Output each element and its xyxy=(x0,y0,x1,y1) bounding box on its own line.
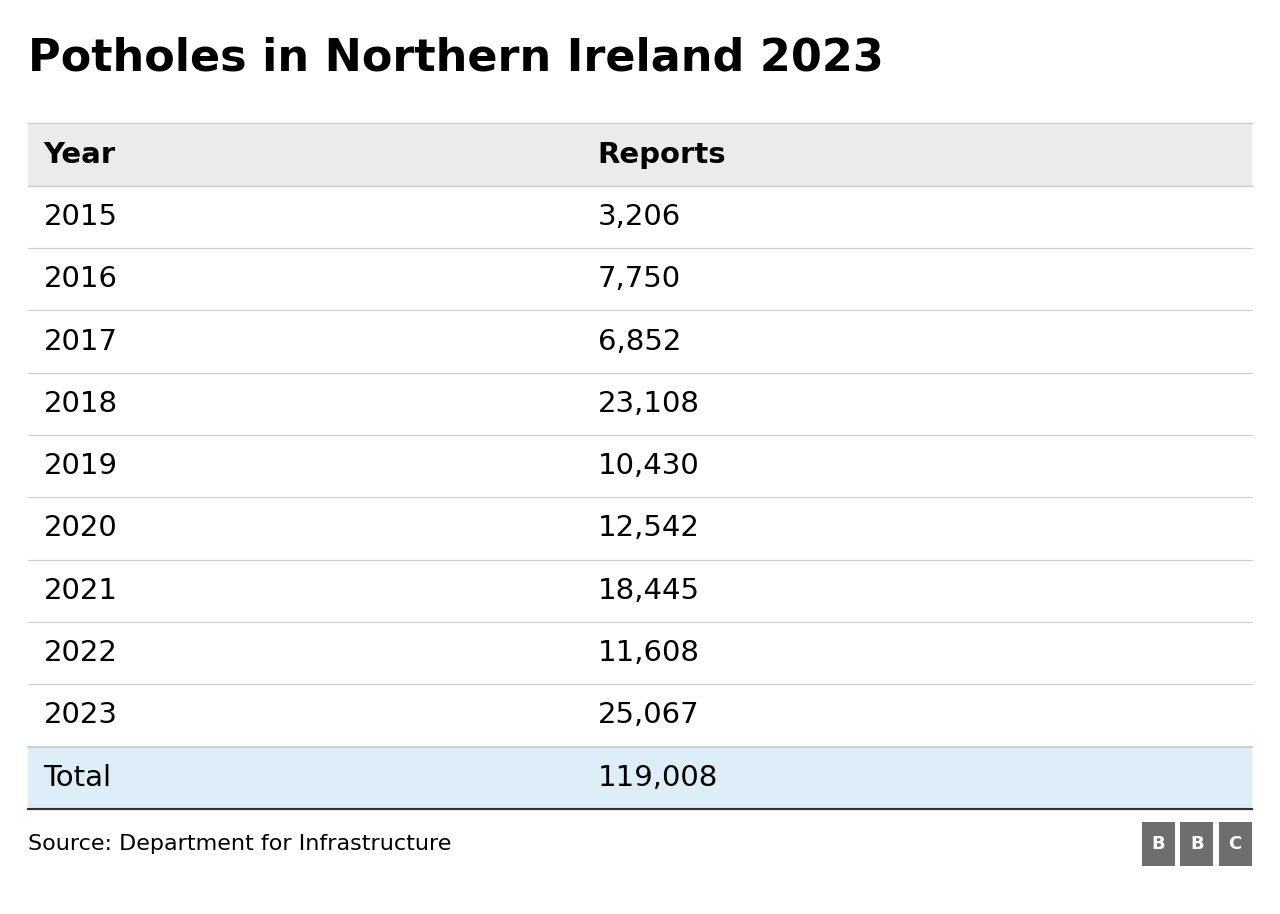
Text: 6,852: 6,852 xyxy=(598,327,681,356)
Text: Source: Department for Infrastructure: Source: Department for Infrastructure xyxy=(28,834,452,854)
Text: 3,206: 3,206 xyxy=(598,203,681,231)
Bar xyxy=(28,435,1252,497)
Text: B: B xyxy=(1152,834,1165,853)
Text: Total: Total xyxy=(44,764,111,792)
Text: 2017: 2017 xyxy=(44,327,118,356)
Bar xyxy=(28,685,1252,747)
Text: 2021: 2021 xyxy=(44,577,118,605)
Text: C: C xyxy=(1229,834,1242,853)
Bar xyxy=(28,123,1252,186)
Bar xyxy=(1219,822,1252,866)
Text: 2016: 2016 xyxy=(44,265,118,293)
Text: 2018: 2018 xyxy=(44,390,118,418)
Text: 7,750: 7,750 xyxy=(598,265,681,293)
Text: 11,608: 11,608 xyxy=(598,639,700,667)
Text: 2015: 2015 xyxy=(44,203,118,231)
Text: 2023: 2023 xyxy=(44,701,118,729)
Text: Reports: Reports xyxy=(598,141,726,168)
Text: Year: Year xyxy=(44,141,115,168)
Text: Potholes in Northern Ireland 2023: Potholes in Northern Ireland 2023 xyxy=(28,37,884,80)
Text: 23,108: 23,108 xyxy=(598,390,700,418)
Bar xyxy=(28,186,1252,248)
Text: 119,008: 119,008 xyxy=(598,764,718,792)
Text: 2019: 2019 xyxy=(44,452,118,480)
Text: 25,067: 25,067 xyxy=(598,701,699,729)
Text: 18,445: 18,445 xyxy=(598,577,700,605)
Bar xyxy=(28,373,1252,435)
Bar xyxy=(28,248,1252,311)
Bar xyxy=(28,559,1252,622)
Bar xyxy=(28,622,1252,685)
Text: 10,430: 10,430 xyxy=(598,452,699,480)
Text: 2022: 2022 xyxy=(44,639,118,667)
Text: B: B xyxy=(1190,834,1203,853)
Bar xyxy=(28,747,1252,809)
Bar xyxy=(28,497,1252,559)
Bar xyxy=(28,311,1252,373)
Text: 12,542: 12,542 xyxy=(598,515,700,542)
Text: 2020: 2020 xyxy=(44,515,118,542)
Bar xyxy=(1180,822,1213,866)
Bar xyxy=(1142,822,1175,866)
